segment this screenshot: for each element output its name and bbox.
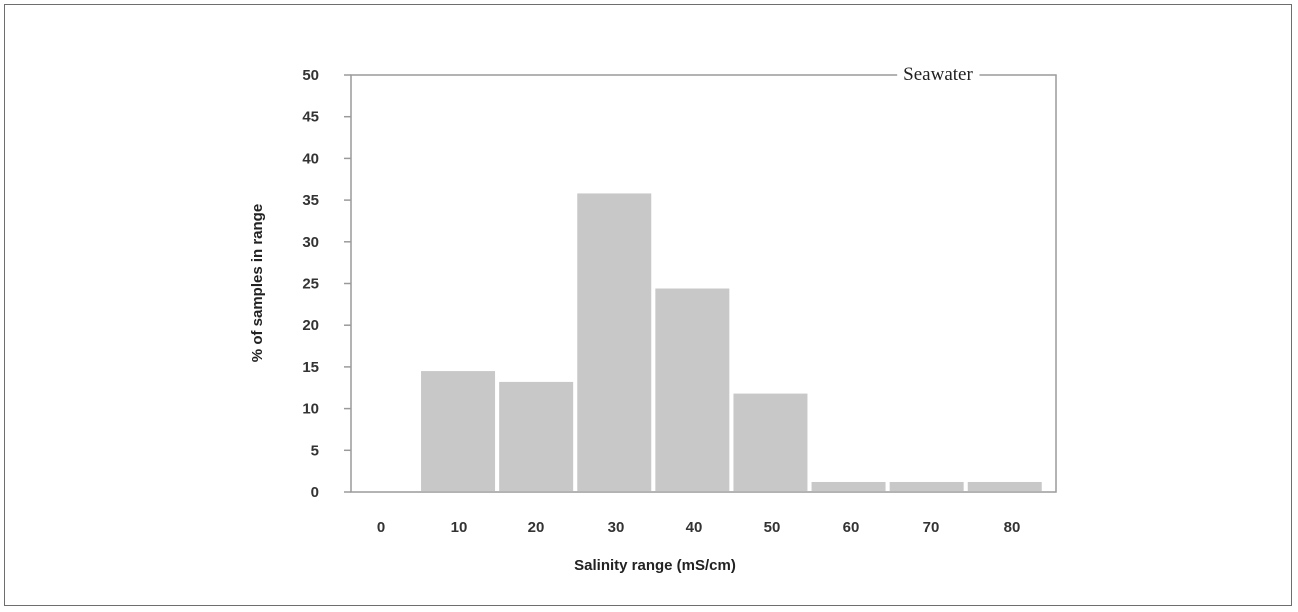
x-tick-label: 70 xyxy=(923,519,940,536)
y-axis-title: % of samples in range xyxy=(249,204,266,362)
bar xyxy=(967,481,1042,491)
x-tick-label: 40 xyxy=(686,519,703,536)
x-axis-title: Salinity range (mS/cm) xyxy=(574,557,736,574)
x-axis-ticks: 0 10 20 30 40 50 60 70 80 xyxy=(377,519,1021,536)
y-tick-label: 30 xyxy=(302,234,319,251)
y-tick-label: 40 xyxy=(302,150,319,167)
bar xyxy=(811,481,886,491)
y-tick-label: 10 xyxy=(302,401,319,418)
y-tick-label: 0 xyxy=(311,484,319,501)
x-tick-label: 80 xyxy=(1004,519,1021,536)
x-tick-label: 30 xyxy=(608,519,625,536)
bar xyxy=(421,371,496,491)
annotation-background xyxy=(897,64,980,85)
y-tick-label: 5 xyxy=(311,442,319,459)
bar xyxy=(655,288,730,491)
y-tick-label: 15 xyxy=(302,359,319,376)
y-tick-label: 35 xyxy=(302,192,319,209)
y-tick-label: 45 xyxy=(302,109,319,126)
bar xyxy=(889,481,964,491)
x-tick-label: 10 xyxy=(451,519,468,536)
seawater-annotation: Seawater xyxy=(903,64,973,85)
y-axis-ticks: 0 5 10 15 20 25 30 35 40 45 50 xyxy=(302,67,351,501)
bar xyxy=(733,393,808,491)
x-tick-label: 50 xyxy=(764,519,781,536)
x-tick-label: 0 xyxy=(377,519,385,536)
y-tick-label: 50 xyxy=(302,67,319,84)
x-tick-label: 20 xyxy=(528,519,545,536)
bar xyxy=(499,381,574,491)
y-tick-label: 25 xyxy=(302,276,319,293)
x-tick-label: 60 xyxy=(843,519,860,536)
bar-group xyxy=(421,193,1042,492)
y-tick-label: 20 xyxy=(302,317,319,334)
bar xyxy=(577,193,652,492)
